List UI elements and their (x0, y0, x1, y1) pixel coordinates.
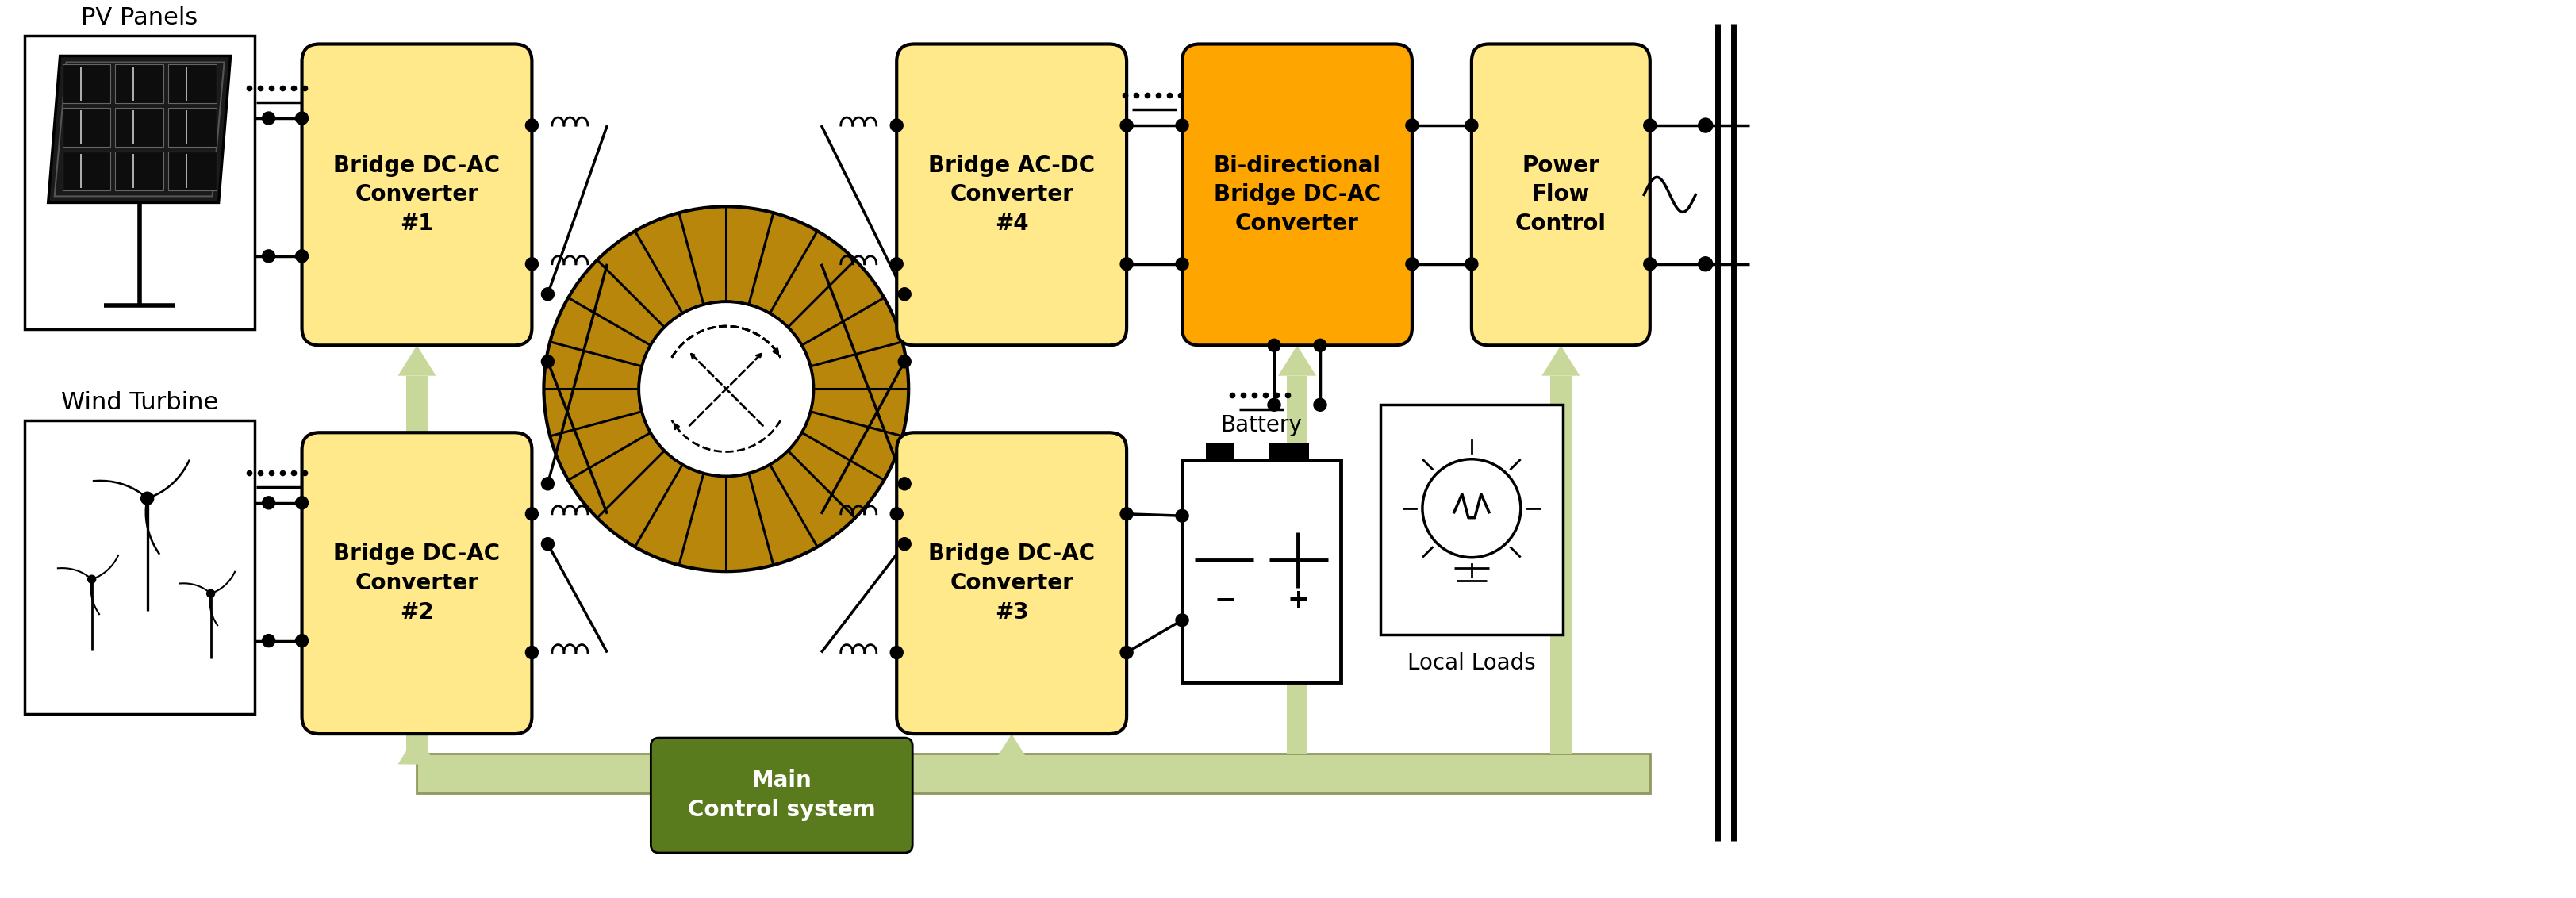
Circle shape (891, 507, 902, 520)
Bar (1182, 461, 1340, 682)
Circle shape (263, 112, 276, 125)
Circle shape (1643, 119, 1656, 132)
Bar (167, 65, 216, 103)
Text: +: + (1285, 586, 1309, 613)
Circle shape (1406, 119, 1417, 132)
Bar (1270, 443, 1309, 462)
Polygon shape (1278, 346, 1316, 375)
Text: Battery: Battery (1221, 414, 1301, 436)
Text: Bridge AC-DC
Converter
#4: Bridge AC-DC Converter #4 (927, 154, 1095, 235)
Circle shape (1267, 399, 1280, 411)
FancyBboxPatch shape (1182, 44, 1412, 346)
Bar (116, 109, 162, 147)
Circle shape (639, 302, 814, 476)
Bar (23, 420, 255, 714)
Circle shape (142, 492, 155, 505)
Circle shape (1121, 119, 1133, 132)
Text: Power
Flow
Control: Power Flow Control (1515, 154, 1605, 235)
Circle shape (296, 250, 309, 262)
Bar (1381, 405, 1561, 635)
FancyBboxPatch shape (1471, 44, 1649, 346)
Bar (62, 152, 111, 190)
Circle shape (1314, 339, 1327, 352)
Circle shape (891, 647, 902, 659)
FancyBboxPatch shape (301, 44, 531, 346)
FancyBboxPatch shape (896, 44, 1126, 346)
Polygon shape (49, 56, 229, 203)
Circle shape (1698, 119, 1713, 133)
Bar (116, 65, 162, 103)
Bar (407, 753, 428, 764)
Bar (116, 152, 162, 190)
Wedge shape (544, 207, 909, 571)
Circle shape (1643, 258, 1656, 270)
Circle shape (891, 258, 902, 270)
Polygon shape (1540, 346, 1579, 375)
Bar (167, 109, 216, 147)
Circle shape (1422, 459, 1520, 558)
Circle shape (1175, 258, 1188, 270)
Circle shape (541, 356, 554, 368)
Circle shape (296, 497, 309, 509)
FancyBboxPatch shape (301, 433, 531, 734)
Circle shape (899, 538, 912, 550)
Circle shape (1175, 614, 1188, 627)
Circle shape (263, 634, 276, 647)
Circle shape (526, 647, 538, 659)
Circle shape (1121, 647, 1133, 659)
Circle shape (526, 507, 538, 520)
Circle shape (263, 497, 276, 509)
Circle shape (88, 576, 95, 583)
Bar (62, 109, 111, 147)
Bar (23, 36, 255, 330)
Circle shape (899, 478, 912, 490)
Circle shape (541, 287, 554, 301)
Circle shape (541, 478, 554, 490)
Circle shape (1698, 257, 1713, 271)
Circle shape (1267, 339, 1280, 352)
Text: PV Panels: PV Panels (80, 7, 198, 30)
Text: Wind Turbine: Wind Turbine (62, 392, 219, 414)
Bar (1002, 753, 1023, 764)
Circle shape (296, 112, 309, 125)
Circle shape (526, 119, 538, 132)
Text: Bi-directional
Bridge DC-AC
Converter: Bi-directional Bridge DC-AC Converter (1213, 154, 1381, 235)
Circle shape (541, 538, 554, 550)
Circle shape (1121, 258, 1133, 270)
Circle shape (1121, 507, 1133, 520)
Circle shape (1466, 119, 1479, 132)
Circle shape (526, 258, 538, 270)
Text: −: − (1213, 586, 1236, 613)
Text: Bridge DC-AC
Converter
#2: Bridge DC-AC Converter #2 (332, 543, 500, 623)
Circle shape (1314, 399, 1327, 411)
Polygon shape (397, 734, 435, 764)
Text: Bridge DC-AC
Converter
#3: Bridge DC-AC Converter #3 (927, 543, 1095, 623)
Polygon shape (397, 346, 435, 375)
Bar (417, 753, 1649, 793)
Bar (407, 375, 428, 753)
Text: Local Loads: Local Loads (1406, 652, 1535, 674)
Text: Main
Control system: Main Control system (688, 770, 876, 821)
Circle shape (296, 634, 309, 647)
Bar (1285, 375, 1306, 753)
Text: Bridge DC-AC
Converter
#1: Bridge DC-AC Converter #1 (332, 154, 500, 235)
Circle shape (899, 287, 912, 301)
Bar (1206, 443, 1234, 462)
Circle shape (1175, 119, 1188, 132)
Circle shape (899, 356, 912, 368)
Circle shape (1466, 258, 1479, 270)
FancyBboxPatch shape (896, 433, 1126, 734)
FancyBboxPatch shape (652, 738, 912, 853)
Circle shape (206, 590, 214, 597)
Bar (167, 152, 216, 190)
Circle shape (1406, 258, 1417, 270)
Bar (62, 65, 111, 103)
Polygon shape (992, 734, 1030, 764)
Circle shape (891, 119, 902, 132)
Circle shape (1175, 509, 1188, 522)
Circle shape (263, 250, 276, 262)
Bar (1551, 375, 1571, 753)
